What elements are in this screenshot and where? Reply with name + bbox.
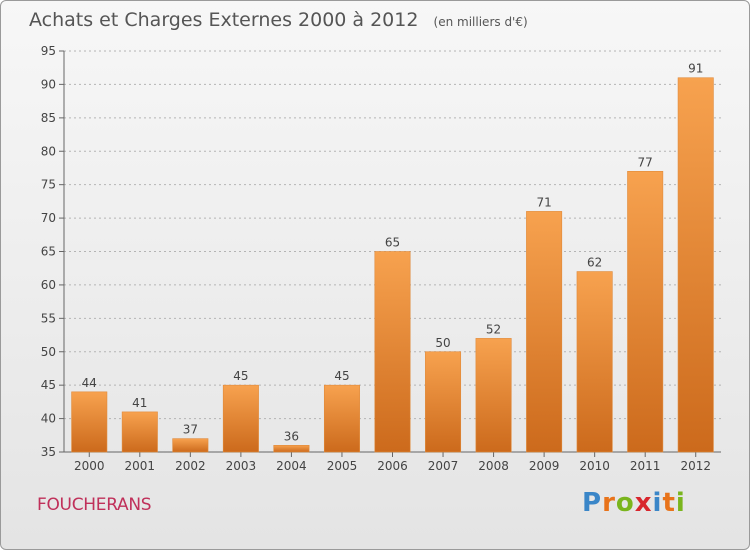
y-tick-label: 35 xyxy=(41,445,56,459)
bar-value-label: 45 xyxy=(334,369,349,383)
y-tick-label: 80 xyxy=(41,144,56,158)
x-tick-label: 2001 xyxy=(125,459,156,473)
x-tick-label: 2009 xyxy=(529,459,560,473)
logo-letter: P xyxy=(582,488,603,518)
bar-value-label: 36 xyxy=(284,429,299,443)
y-tick-label: 75 xyxy=(41,178,56,192)
logo-letter: o xyxy=(615,488,635,518)
y-tick-label: 45 xyxy=(41,378,56,392)
x-tick-label: 2006 xyxy=(377,459,408,473)
bar xyxy=(526,211,563,453)
bar xyxy=(222,384,259,453)
y-tick-label: 40 xyxy=(41,412,56,426)
bar xyxy=(425,351,462,453)
x-tick-label: 2005 xyxy=(327,459,358,473)
bar-value-label: 91 xyxy=(688,62,703,76)
proxiti-logo[interactable]: Proxiti xyxy=(582,488,686,518)
x-tick-label: 2002 xyxy=(175,459,206,473)
bar-value-label: 52 xyxy=(486,322,501,336)
bar-value-label: 37 xyxy=(183,423,198,437)
y-tick-label: 65 xyxy=(41,245,56,259)
x-tick-label: 2008 xyxy=(478,459,509,473)
bar xyxy=(677,77,714,453)
bar xyxy=(627,171,664,453)
bars xyxy=(71,77,714,453)
x-tick-label: 2007 xyxy=(428,459,459,473)
bar xyxy=(374,251,411,453)
bar-value-label: 77 xyxy=(638,155,653,169)
y-tick-label: 55 xyxy=(41,311,56,325)
y-tick-label: 90 xyxy=(41,77,56,91)
bar xyxy=(172,438,209,453)
y-tick-label: 50 xyxy=(41,345,56,359)
axes: 35 40 45 50 55 60 65 70 75 80 85 90 95 2000 2001 2002 20… xyxy=(41,44,721,473)
x-tick-label: 2011 xyxy=(630,459,661,473)
x-tick-label: 2000 xyxy=(74,459,105,473)
logo-letter: i xyxy=(652,488,663,518)
y-tick-label: 70 xyxy=(41,211,56,225)
logo-letter: t xyxy=(662,488,676,518)
logo-letter: x xyxy=(634,488,653,518)
x-tick-label: 2010 xyxy=(579,459,610,473)
bar-value-label: 45 xyxy=(233,369,248,383)
logo-letter: i xyxy=(675,488,686,518)
chart-title: Achats et Charges Externes 2000 à 2012 xyxy=(29,9,419,31)
bar-value-label: 44 xyxy=(82,376,97,390)
bar xyxy=(475,338,512,453)
bar-value-label: 41 xyxy=(132,396,147,410)
chart-title-row: Achats et Charges Externes 2000 à 2012 (… xyxy=(29,9,528,31)
chart-unit: (en milliers d'€) xyxy=(433,15,528,29)
bar xyxy=(323,384,360,453)
bar-value-label: 71 xyxy=(536,195,551,209)
data-labels: 44 41 37 45 36 45 65 50 52 71 62 77 91 xyxy=(82,62,704,444)
x-tick-label: 2003 xyxy=(226,459,257,473)
y-tick-label: 60 xyxy=(41,278,56,292)
x-tick-label: 2012 xyxy=(680,459,711,473)
x-tick-label: 2004 xyxy=(276,459,307,473)
bar xyxy=(576,271,613,453)
commune-name: FOUCHERANS xyxy=(37,495,152,515)
logo-letter: r xyxy=(602,488,616,518)
bar-value-label: 50 xyxy=(435,336,450,350)
bar xyxy=(121,411,158,453)
y-tick-label: 85 xyxy=(41,111,56,125)
y-tick-label: 95 xyxy=(41,44,56,58)
bar-value-label: 62 xyxy=(587,256,602,270)
bar xyxy=(273,445,310,453)
bar xyxy=(71,391,108,453)
bar-value-label: 65 xyxy=(385,236,400,250)
